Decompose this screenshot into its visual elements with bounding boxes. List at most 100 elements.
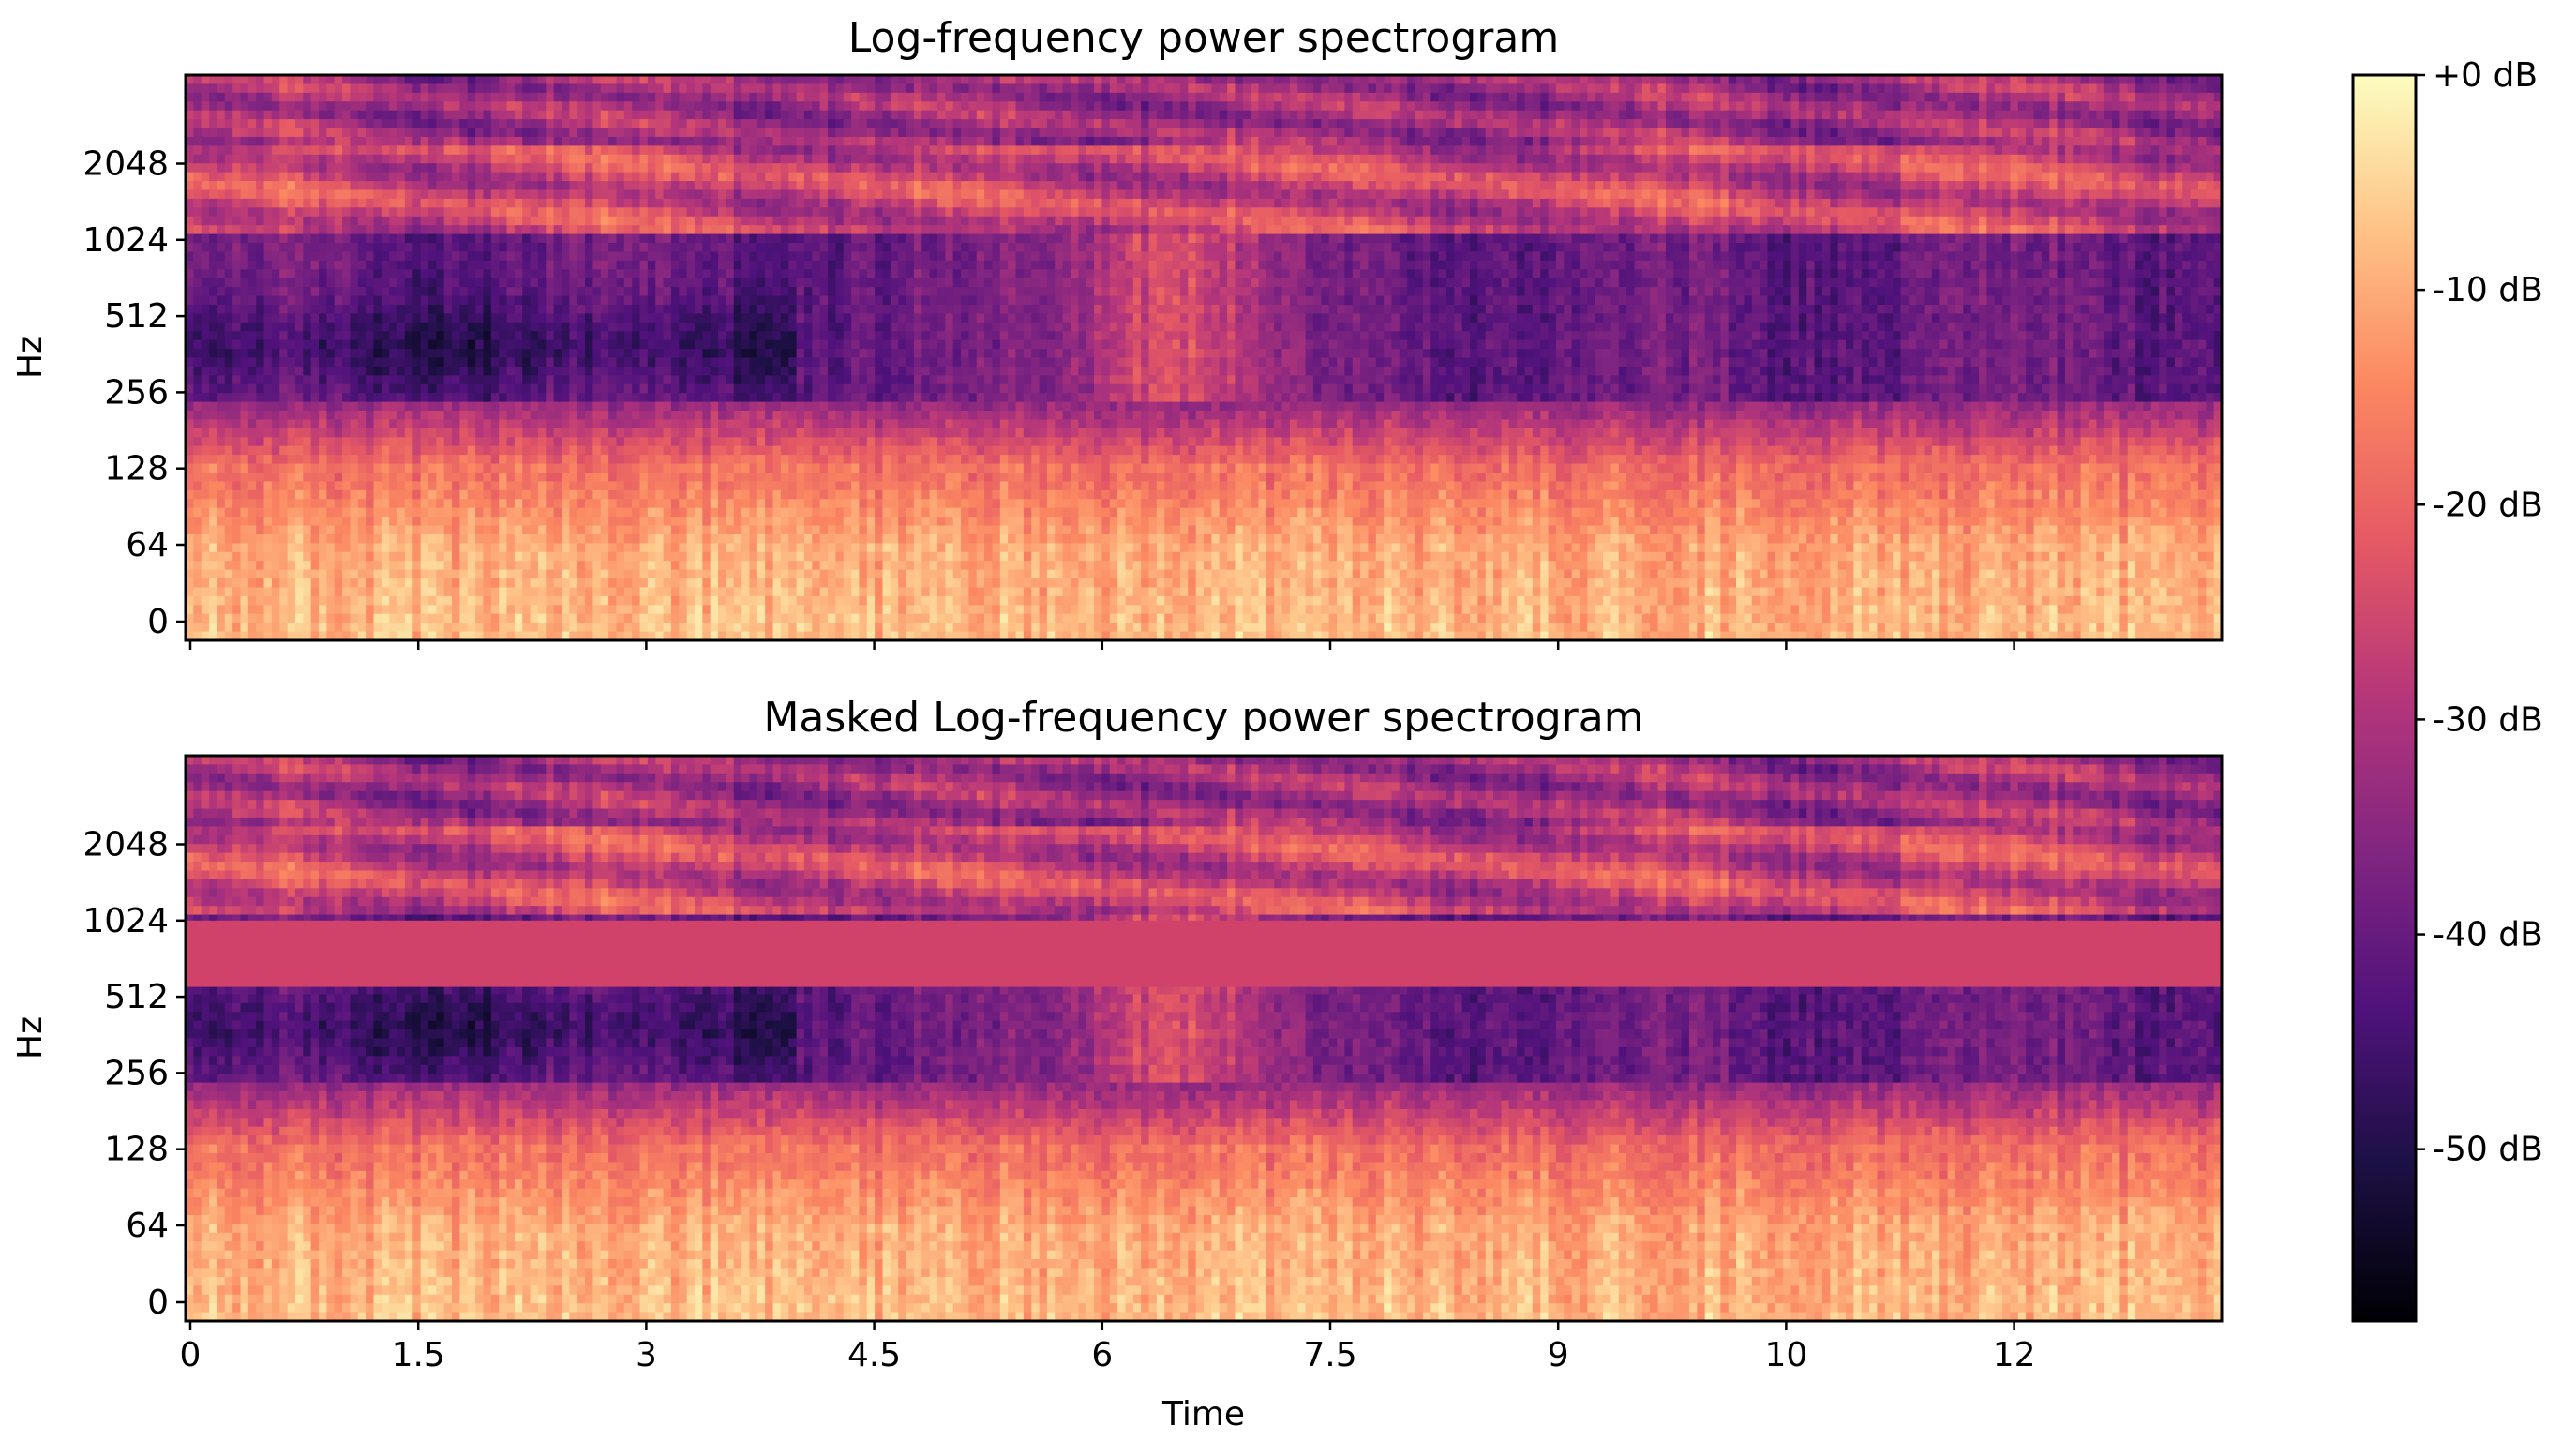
heatmap-cell bbox=[499, 233, 508, 244]
heatmap-cell bbox=[350, 83, 359, 94]
heatmap-cell bbox=[561, 181, 570, 191]
heatmap-cell bbox=[1141, 233, 1150, 244]
heatmap-cell bbox=[217, 136, 226, 146]
heatmap-cell bbox=[1470, 92, 1478, 102]
heatmap-cell bbox=[1688, 119, 1698, 129]
heatmap-cell bbox=[1524, 101, 1534, 112]
heatmap-cell bbox=[1861, 83, 1870, 94]
heatmap-cell bbox=[1704, 181, 1714, 191]
heatmap-cell bbox=[1728, 145, 1737, 156]
heatmap-cell bbox=[1227, 128, 1236, 138]
heatmap-cell bbox=[1360, 172, 1370, 182]
heatmap-cell bbox=[530, 189, 539, 200]
heatmap-cell bbox=[1970, 128, 1980, 138]
heatmap-cell bbox=[530, 233, 539, 244]
heatmap-cell bbox=[702, 75, 711, 85]
heatmap-cell bbox=[788, 83, 798, 94]
heatmap-cell bbox=[670, 163, 680, 173]
heatmap-cell bbox=[342, 172, 352, 182]
heatmap-cell bbox=[1697, 172, 1706, 182]
heatmap-cell bbox=[616, 136, 625, 146]
heatmap-cell bbox=[1814, 92, 1823, 102]
heatmap-cell bbox=[561, 128, 570, 138]
heatmap-cell bbox=[389, 136, 398, 146]
heatmap-cell bbox=[1939, 233, 1949, 244]
heatmap-cell bbox=[936, 172, 946, 182]
heatmap-cell bbox=[1235, 198, 1244, 208]
heatmap-cell bbox=[1485, 233, 1494, 244]
heatmap-cell bbox=[2080, 163, 2089, 173]
heatmap-cell bbox=[1430, 207, 1440, 218]
heatmap-cell bbox=[1979, 207, 1987, 218]
heatmap-cell bbox=[592, 92, 602, 102]
heatmap-cell bbox=[186, 92, 194, 102]
heatmap-cell bbox=[679, 189, 688, 200]
heatmap-cell bbox=[1344, 198, 1354, 208]
heatmap-cell bbox=[1125, 225, 1134, 235]
heatmap-cell bbox=[357, 75, 367, 85]
heatmap-cell bbox=[733, 207, 742, 218]
heatmap-cell bbox=[1877, 198, 1886, 208]
heatmap-cell bbox=[1493, 101, 1503, 112]
heatmap-cell bbox=[1634, 163, 1643, 173]
heatmap-cell bbox=[1650, 207, 1659, 218]
heatmap-cell bbox=[1587, 216, 1596, 226]
heatmap-cell bbox=[1571, 225, 1580, 235]
heatmap-cell bbox=[2135, 181, 2145, 191]
heatmap-cell bbox=[1939, 216, 1949, 226]
heatmap-cell bbox=[929, 145, 938, 156]
heatmap-cell bbox=[1368, 198, 1377, 208]
heatmap-cell bbox=[2010, 198, 2019, 208]
heatmap-cell bbox=[2088, 198, 2097, 208]
heatmap-cell bbox=[263, 75, 273, 85]
heatmap-cell bbox=[616, 145, 625, 156]
heatmap-cell bbox=[929, 172, 938, 182]
heatmap-cell bbox=[1900, 233, 1910, 244]
heatmap-cell bbox=[381, 83, 390, 94]
heatmap-cell bbox=[1877, 233, 1886, 244]
heatmap-cell bbox=[397, 83, 406, 94]
heatmap-cell bbox=[1297, 207, 1307, 218]
heatmap-cell bbox=[193, 233, 202, 244]
heatmap-cell bbox=[2002, 225, 2012, 235]
heatmap-cell bbox=[945, 172, 954, 182]
heatmap-cell bbox=[992, 92, 1001, 102]
heatmap-cell bbox=[906, 189, 915, 200]
heatmap-cell bbox=[1760, 216, 1769, 226]
heatmap-cell bbox=[1790, 145, 1800, 156]
heatmap-cell bbox=[1657, 136, 1667, 146]
heatmap-cell bbox=[851, 110, 861, 120]
heatmap-cell bbox=[1008, 75, 1017, 85]
heatmap-cell bbox=[1532, 216, 1541, 226]
heatmap-cell bbox=[1251, 101, 1260, 112]
heatmap-cell bbox=[1900, 225, 1910, 235]
heatmap-cell bbox=[2119, 189, 2129, 200]
heatmap-cell bbox=[1603, 172, 1611, 182]
heatmap-cell bbox=[412, 154, 422, 164]
heatmap-cell bbox=[1368, 225, 1377, 235]
heatmap-cell bbox=[2096, 83, 2105, 94]
heatmap-cell bbox=[397, 101, 406, 112]
heatmap-cell bbox=[2213, 207, 2222, 218]
heatmap-cell bbox=[1055, 83, 1064, 94]
heatmap-cell bbox=[1548, 92, 1557, 102]
heatmap-cell bbox=[303, 233, 312, 244]
heatmap-cell bbox=[1947, 189, 1956, 200]
heatmap-cell bbox=[1407, 181, 1416, 191]
heatmap-cell bbox=[2088, 75, 2097, 85]
heatmap-cell bbox=[2135, 189, 2145, 200]
heatmap-cell bbox=[1219, 154, 1228, 164]
heatmap-cell bbox=[1312, 198, 1322, 208]
heatmap-cell bbox=[1963, 110, 1972, 120]
heatmap-cell bbox=[1814, 128, 1823, 138]
heatmap-cell bbox=[1141, 163, 1150, 173]
heatmap-cell bbox=[1132, 189, 1142, 200]
heatmap-cell bbox=[224, 154, 233, 164]
heatmap-cell bbox=[1454, 154, 1463, 164]
heatmap-cell bbox=[1148, 136, 1158, 146]
heatmap-cell bbox=[467, 136, 476, 146]
heatmap-cell bbox=[1517, 119, 1526, 129]
heatmap-cell bbox=[1877, 154, 1886, 164]
heatmap-cell bbox=[334, 189, 343, 200]
heatmap-cell bbox=[695, 154, 703, 164]
